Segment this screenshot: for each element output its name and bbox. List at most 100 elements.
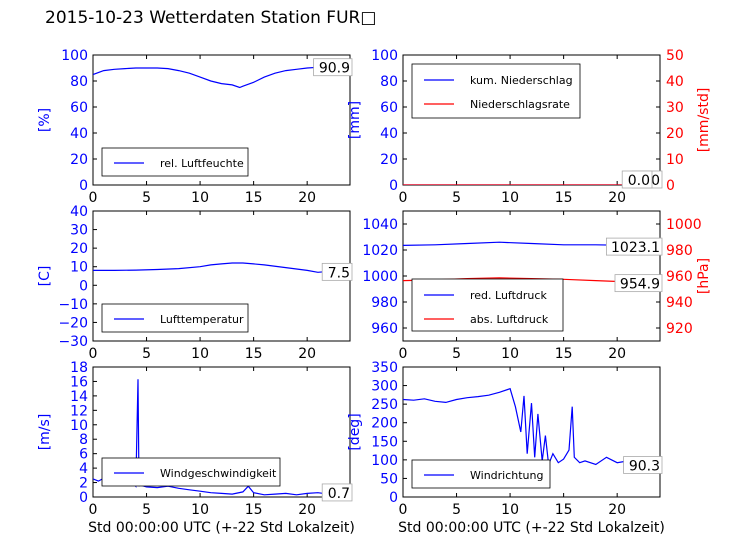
panel-2-xtick-label: 0 bbox=[399, 190, 408, 206]
panel-1-ytick-label: 80 bbox=[70, 74, 88, 90]
panel-1-ytick-label: 40 bbox=[70, 126, 88, 142]
panel-2-ytick2-label: 40 bbox=[666, 74, 684, 90]
panel-4-ytick-label: 960 bbox=[371, 321, 398, 337]
panel-4-xtick-label: 10 bbox=[501, 346, 519, 362]
panel-6-ylabel: [deg] bbox=[347, 413, 363, 450]
panel-6-ytick-label: 100 bbox=[371, 453, 398, 469]
panel-5-ytick-label: 0 bbox=[79, 490, 88, 506]
panel-6-ytick-label: 350 bbox=[371, 360, 398, 376]
panel-1-legend-box bbox=[101, 147, 249, 177]
panel-4-last-value2: 954.9 bbox=[620, 277, 660, 293]
panel-3-ytick-label: 30 bbox=[70, 223, 88, 239]
panel-4-last-value2-box bbox=[614, 274, 663, 293]
panel-5-ylabel: [m/s] bbox=[37, 414, 53, 451]
panel-5-ytick-label: 12 bbox=[70, 403, 88, 419]
panel-6-ytick-label: 250 bbox=[371, 397, 398, 413]
panel-5-ytick-label: 10 bbox=[70, 418, 88, 434]
panel-3-xtick-label: 20 bbox=[298, 346, 316, 362]
panel-6-xtick-label: 10 bbox=[501, 502, 519, 518]
panel-3-ytick-label: 20 bbox=[70, 241, 88, 257]
panel-3-series-1 bbox=[93, 262, 350, 273]
panel-1-ytick-label: 0 bbox=[79, 178, 88, 194]
panel-5-ytick-label: 2 bbox=[79, 476, 88, 492]
panel-2-ytick2-label: 0 bbox=[666, 178, 675, 194]
panel-2-ytick-label: 20 bbox=[380, 152, 398, 168]
panel-4-ytick2-label: 1000 bbox=[666, 217, 702, 233]
panel-3-xtick-label: 10 bbox=[191, 346, 209, 362]
panel-2-ytick-label: 80 bbox=[380, 74, 398, 90]
panel-2-ytick2-label: 50 bbox=[666, 48, 684, 64]
panel-4-xtick-label: 5 bbox=[452, 346, 461, 362]
panel-2-ytick-label: 100 bbox=[371, 48, 398, 64]
panel-4-last-value-box bbox=[606, 237, 663, 256]
panel-2-last-value2-box bbox=[621, 170, 653, 189]
panel-1-ytick-label: 100 bbox=[61, 48, 88, 64]
panel-1-xtick-label: 15 bbox=[245, 190, 263, 206]
panel-2-legend-box bbox=[411, 63, 581, 119]
panel-6-xtick-label: 15 bbox=[555, 502, 573, 518]
panel-2-ytick2-label: 10 bbox=[666, 152, 684, 168]
panel-5-ytick-label: 16 bbox=[70, 374, 88, 390]
panel-6-ytick-label: 200 bbox=[371, 416, 398, 432]
panel-6-last-value: 90.3 bbox=[629, 459, 660, 475]
panel-6-ytick-label: 50 bbox=[380, 471, 398, 487]
panel-4-legend-label: abs. Luftdruck bbox=[470, 313, 549, 326]
panel-4-ytick2-label: 940 bbox=[666, 295, 693, 311]
panel-4-ytick-label: 1000 bbox=[362, 269, 398, 285]
panel-2-ylabel2: [mm/std] bbox=[696, 88, 712, 153]
panel-6-ytick-label: 150 bbox=[371, 434, 398, 450]
panel-5-ytick-label: 8 bbox=[79, 432, 88, 448]
panel-2-ytick-label: 60 bbox=[380, 100, 398, 116]
panel-3-ytick-label: −30 bbox=[58, 334, 88, 350]
panel-1-legend-label: rel. Luftfeuchte bbox=[160, 157, 244, 170]
panel-3-legend-label: Lufttemperatur bbox=[160, 313, 244, 326]
panel-3-ytick-label: 0 bbox=[79, 278, 88, 294]
panel-2-xtick-label: 20 bbox=[608, 190, 626, 206]
panel-1-last-value: 90.9 bbox=[319, 61, 350, 77]
panel-1-ytick-label: 60 bbox=[70, 100, 88, 116]
panel-4-legend-box bbox=[411, 278, 564, 332]
panel-5-xlabel: Std 00:00:00 UTC (+-22 Std Lokalzeit) bbox=[88, 520, 355, 536]
panel-2-xtick-label: 10 bbox=[501, 190, 519, 206]
panel-5-ytick-label: 14 bbox=[70, 389, 88, 405]
panel-6-last-value-box bbox=[623, 456, 663, 474]
panel-3-last-value-box bbox=[321, 262, 353, 281]
panel-6-xtick-label: 5 bbox=[452, 502, 461, 518]
panel-4-ytick2-label: 980 bbox=[666, 243, 693, 259]
panel-2-xtick-label: 15 bbox=[555, 190, 573, 206]
panel-3-last-value: 7.5 bbox=[328, 265, 350, 281]
panel-2-ytick2-label: 20 bbox=[666, 126, 684, 142]
panel-1-xtick-label: 20 bbox=[298, 190, 316, 206]
panel-4-legend-label: red. Luftdruck bbox=[470, 289, 547, 302]
panel-6-ytick-label: 300 bbox=[371, 379, 398, 395]
panel-4-ytick-label: 1020 bbox=[362, 243, 398, 259]
panel-5-ytick-label: 18 bbox=[70, 360, 88, 376]
panel-2-xtick-label: 5 bbox=[452, 190, 461, 206]
panel-4-ytick-label: 1040 bbox=[362, 217, 398, 233]
panel-5-xtick-label: 20 bbox=[298, 502, 316, 518]
panel-6-legend-box bbox=[411, 459, 551, 489]
panel-4-xtick-label: 20 bbox=[608, 346, 626, 362]
panel-5-ytick-label: 6 bbox=[79, 447, 88, 463]
panel-5-legend-label: Windgeschwindigkeit bbox=[160, 467, 277, 480]
panel-2-ytick2-label: 30 bbox=[666, 100, 684, 116]
panel-4-ylabel2: [hPa] bbox=[696, 258, 712, 294]
panel-1-xtick-label: 5 bbox=[142, 190, 151, 206]
panel-2-ytick-label: 0 bbox=[389, 178, 398, 194]
panel-2-ylabel: [mm] bbox=[347, 101, 363, 139]
panel-6-legend-label: Windrichtung bbox=[470, 469, 543, 482]
panel-2-legend-label: Niederschlagsrate bbox=[470, 98, 570, 111]
panel-6-xlabel: Std 00:00:00 UTC (+-22 Std Lokalzeit) bbox=[398, 520, 665, 536]
panel-4-xtick-label: 0 bbox=[399, 346, 408, 362]
panel-6-ytick-label: 0 bbox=[389, 490, 398, 506]
panel-4-ytick-label: 980 bbox=[371, 295, 398, 311]
panel-4-last-value: 1023.1 bbox=[611, 240, 660, 256]
panel-5-legend-box bbox=[101, 457, 281, 487]
panel-3-xtick-label: 15 bbox=[245, 346, 263, 362]
panel-3-xtick-label: 0 bbox=[89, 346, 98, 362]
panel-3-ytick-label: −10 bbox=[58, 297, 88, 313]
panel-5-last-value-box bbox=[321, 483, 353, 502]
panel-4-ytick2-label: 920 bbox=[666, 321, 693, 337]
panel-5-xtick-label: 15 bbox=[245, 502, 263, 518]
